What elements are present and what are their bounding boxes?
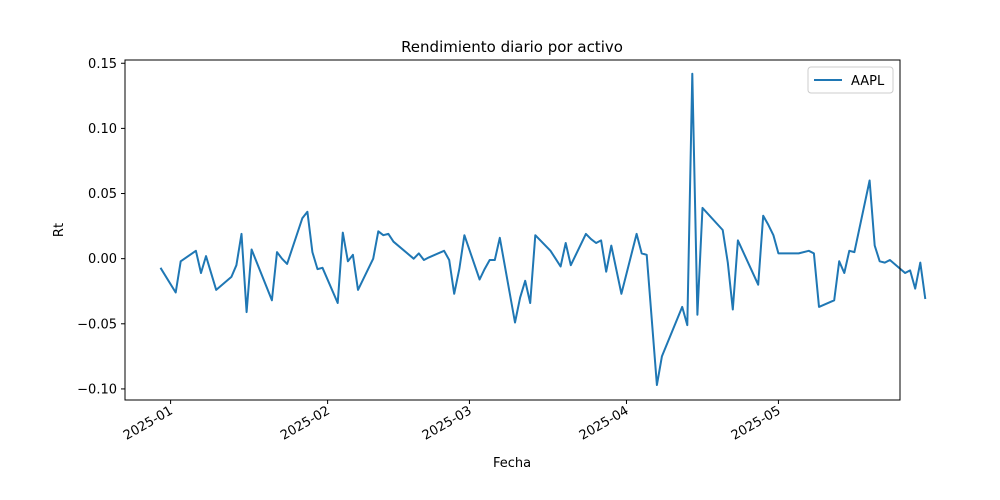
chart-title: Rendimiento diario por activo (401, 38, 623, 56)
y-axis: −0.10 −0.05 0.00 0.05 0.10 0.15 (77, 57, 125, 397)
legend-label-aapl: AAPL (851, 74, 885, 89)
y-tick-label: 0.10 (88, 122, 117, 137)
series-layer (159, 72, 927, 386)
y-axis-label: Rt (52, 223, 67, 237)
y-tick-label: −0.10 (77, 382, 117, 397)
y-tick-label: −0.05 (77, 317, 117, 332)
x-axis-label: Fecha (493, 456, 531, 471)
legend-box (807, 66, 894, 94)
y-tick-label: 0.15 (88, 57, 117, 72)
plot-frame (124, 59, 901, 401)
series-line-aapl (159, 72, 927, 386)
legend: AAPL (807, 66, 894, 94)
y-tick-label: 0.00 (88, 252, 117, 267)
y-tick-label: 0.05 (88, 187, 117, 202)
